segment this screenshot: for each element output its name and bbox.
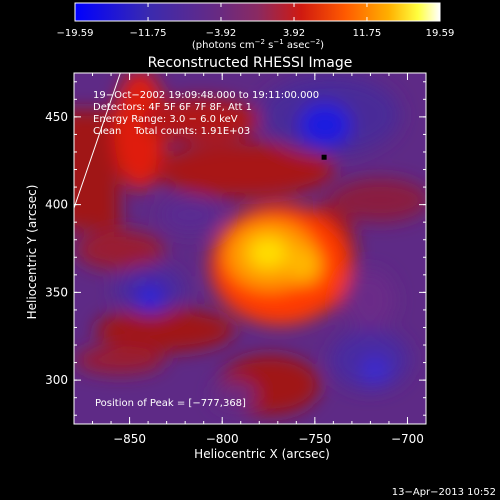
x-tick-label: −700 xyxy=(391,432,424,446)
y-tick-labels: 300 350 400 450 xyxy=(45,110,68,387)
axis-ticks xyxy=(74,73,427,424)
colorbar-tick-label: 3.92 xyxy=(283,28,305,39)
y-axis-label: Heliocentric Y (arcsec) xyxy=(25,185,39,320)
footer-date: 13−Apr−2013 10:52 xyxy=(392,487,496,498)
solar-limb-line xyxy=(73,72,121,209)
colorbar-ticks xyxy=(74,3,441,21)
colorbar-tick-label: 19.59 xyxy=(426,28,455,39)
y-tick-label: 300 xyxy=(45,373,68,387)
colorbar-units: (photons cm−2 s−1 asec−2) xyxy=(192,38,324,51)
x-tick-label: −800 xyxy=(206,432,239,446)
x-tick-labels: −850 −800 −750 −700 xyxy=(113,432,424,446)
colorbar-tick-label: −19.59 xyxy=(56,28,93,39)
colorbar-tick-label: 11.75 xyxy=(353,28,382,39)
info-line: 19−Oct−2002 19:09:48.000 to 19:11:00.000 xyxy=(93,90,319,101)
y-tick-label: 400 xyxy=(45,198,68,212)
x-tick-label: −850 xyxy=(113,432,146,446)
x-tick-label: −750 xyxy=(298,432,331,446)
x-axis-label: Heliocentric X (arcsec) xyxy=(194,447,330,461)
plot-title: Reconstructed RHESSI Image xyxy=(148,55,353,71)
colorbar xyxy=(74,2,441,22)
observation-info: 19−Oct−2002 19:09:48.000 to 19:11:00.000… xyxy=(93,90,319,137)
peak-marker xyxy=(321,154,327,160)
y-tick-label: 450 xyxy=(45,110,68,124)
y-tick-label: 350 xyxy=(45,285,68,299)
info-line: Energy Range: 3.0 − 6.0 keV xyxy=(93,114,238,125)
colorbar-tick-labels: −19.59 −11.75 −3.92 3.92 11.75 19.59 xyxy=(56,28,454,39)
info-line: Clean Total counts: 1.91E+03 xyxy=(93,126,250,137)
colorbar-tick-label: −3.92 xyxy=(206,28,237,39)
peak-position-label: Position of Peak = [−777,368] xyxy=(95,398,246,409)
limb-segment xyxy=(73,72,121,209)
plot-frame xyxy=(73,72,427,425)
info-line: Detectors: 4F 5F 6F 7F 8F, Att 1 xyxy=(93,102,252,113)
colorbar-tick-label: −11.75 xyxy=(130,28,167,39)
peak-dot xyxy=(321,154,327,160)
rhessi-image-map xyxy=(74,73,426,424)
